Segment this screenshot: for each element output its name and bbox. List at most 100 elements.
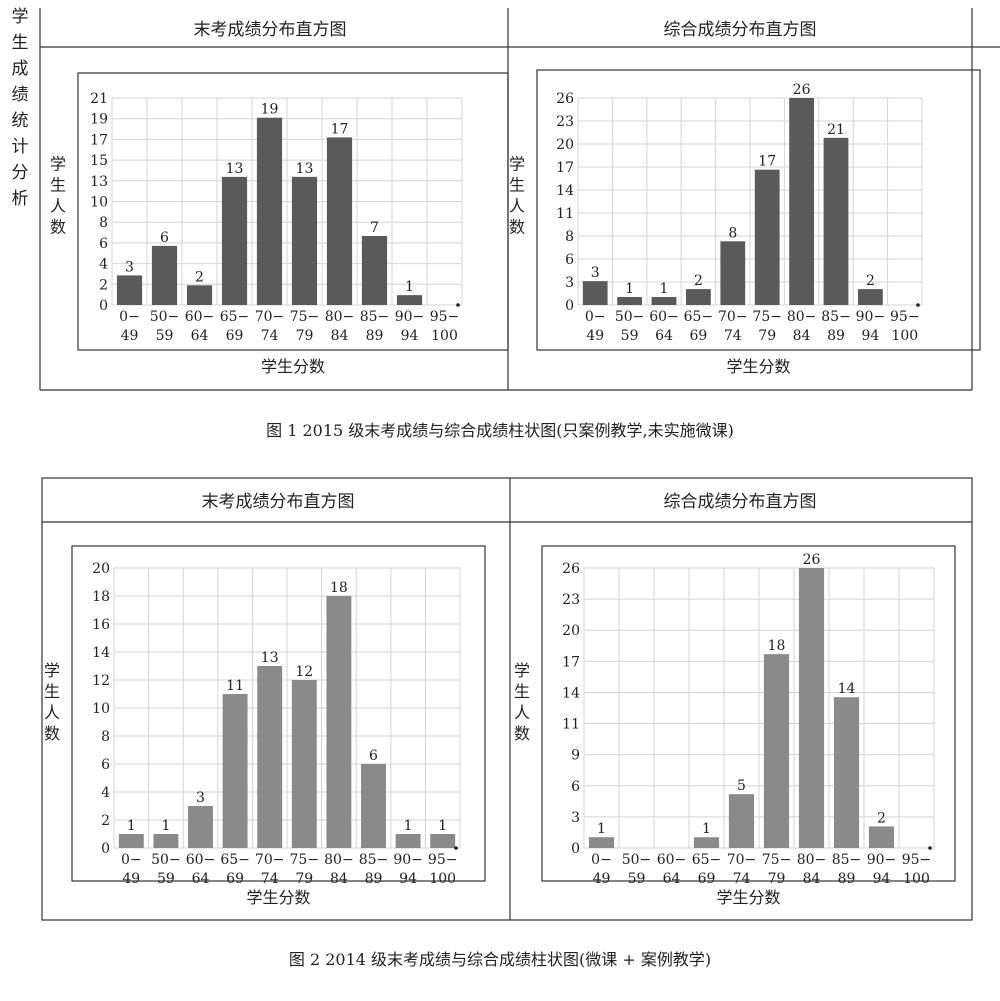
y-tick-label: 20 [556,137,574,153]
data-label: 1 [127,818,136,834]
x-tick-label: 74 [733,871,751,887]
y-tick-label: 0 [101,841,110,857]
bar-60-64 [651,297,677,305]
x-tick-label: 80− [797,852,827,868]
y-axis-title-char: 数 [44,724,60,743]
data-label: 1 [597,821,606,837]
data-label: 26 [793,82,811,98]
chart-2: 0 3 6 8 11 14 17 20 23 26 3 0− 49 1 50− 59 1 60− 64 2 65− 69 8… [509,69,981,376]
y-tick-label: 14 [556,183,574,199]
x-axis-title: 学生分数 [716,888,780,907]
y-tick-label: 0 [99,298,108,314]
data-label: 17 [758,154,776,170]
x-tick-label: 79 [295,871,313,887]
x-tick-label: 90− [393,852,423,868]
x-tick-label: 75− [290,852,320,868]
y-tick-label: 20 [562,623,580,639]
x-axis-title: 学生分数 [246,888,310,907]
y-tick-label: 10 [90,195,108,211]
y-tick-label: 6 [101,757,110,773]
y-axis-title-char: 学 [509,155,525,174]
data-label: 14 [838,681,856,697]
y-axis-title-char: 学 [50,155,66,174]
data-label: 13 [226,161,244,177]
bar-65-69 [222,694,248,848]
bar-80-84 [798,568,825,848]
bar-70-74 [720,241,746,305]
y-axis-title-char: 数 [509,218,525,237]
data-label: 19 [261,102,279,118]
data-label: 12 [295,664,313,680]
bar-75-79 [291,176,318,305]
y-axis-title-char: 人 [509,197,525,216]
x-tick-label: 59 [156,328,174,344]
bar-80-84 [789,98,814,305]
data-label: 6 [369,748,378,764]
x-tick-label: 90− [867,852,897,868]
bar-0-49 [582,281,608,305]
figure-1-panel-1-title: 末考成绩分布直方图 [194,20,347,40]
y-tick-label: 11 [556,206,574,222]
y-tick-label: 23 [556,114,574,130]
bar-85-89 [823,137,849,305]
data-label: 13 [261,650,279,666]
x-tick-label: 100 [431,328,458,344]
data-label: 17 [331,121,349,137]
data-label: 8 [728,225,737,241]
y-axis-title-char: 生 [44,682,60,701]
end-marker [454,846,458,850]
data-label: 18 [330,580,348,596]
data-label: 1 [161,818,170,834]
data-label: 2 [694,273,703,289]
data-label: 1 [660,281,669,297]
bar-65-69 [221,176,248,305]
x-tick-label: 94 [861,328,879,344]
x-tick-label: 79 [768,871,786,887]
x-tick-label: 79 [758,328,776,344]
y-axis-title-char: 人 [44,703,60,722]
x-tick-label: 80− [324,852,354,868]
x-tick-label: 84 [793,328,811,344]
x-tick-label: 89 [838,871,856,887]
data-label: 3 [591,265,600,281]
x-tick-label: 85− [821,309,851,325]
bar-0-49 [588,837,615,848]
y-tick-label: 17 [562,654,580,670]
x-tick-label: 65− [220,309,250,325]
bar-50-59 [153,834,179,848]
x-tick-label: 64 [655,328,673,344]
y-tick-label: 23 [562,592,580,608]
y-axis-title-char: 生 [50,176,66,195]
y-tick-label: 26 [556,91,574,107]
bar-90-94 [395,834,421,848]
chart-1: 0246810131517192130−49650−59260−641365−6… [50,72,509,376]
x-tick-label: 94 [873,871,891,887]
x-tick-label: 75− [752,309,782,325]
x-tick-label: 75− [290,309,320,325]
x-tick-label: 84 [330,871,348,887]
x-tick-label: 50− [622,852,652,868]
y-tick-label: 3 [565,275,574,291]
x-tick-label: 64 [191,328,209,344]
x-tick-label: 0− [591,852,612,868]
x-tick-label: 0− [121,852,142,868]
y-axis-title-char: 数 [50,218,66,237]
side-label-char: 生 [12,33,29,53]
bar-75-79 [754,169,780,305]
x-tick-label: 59 [157,871,175,887]
y-tick-label: 6 [571,779,580,795]
y-tick-label: 17 [90,132,108,148]
data-label: 3 [125,259,134,275]
side-label-char: 统 [12,111,29,131]
bar-85-89 [361,764,386,848]
bar-85-89 [361,236,388,305]
x-tick-label: 94 [401,328,419,344]
y-tick-label: 6 [99,236,108,252]
side-label-char: 成 [12,59,29,79]
x-tick-label: 100 [429,871,456,887]
y-tick-label: 13 [90,174,108,190]
bar-50-59 [151,245,178,305]
charts-group: 0246810131517192130−49650−59260−641365−6… [44,69,981,907]
y-axis-title-char: 学 [44,661,60,680]
data-label: 1 [404,818,413,834]
